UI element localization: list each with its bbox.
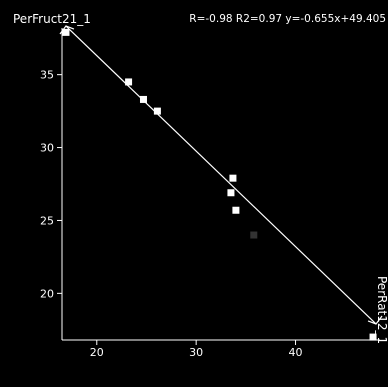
data-point — [232, 206, 240, 214]
data-point-highlighted — [250, 231, 258, 239]
axis-arrows — [59, 25, 383, 325]
y-tick-label: 25 — [40, 214, 54, 227]
y-tick-label: 35 — [40, 69, 54, 82]
y-tick-label: 20 — [40, 287, 54, 300]
arrowhead-start — [59, 25, 75, 35]
x-tick-label: 20 — [90, 346, 104, 359]
data-points — [62, 28, 377, 341]
data-point — [139, 95, 147, 103]
y-tick-label: 30 — [40, 142, 54, 155]
arrowhead-end — [367, 315, 383, 325]
data-point — [229, 174, 237, 182]
ticks: 20 25 30 35 20 30 40 — [40, 69, 303, 359]
x-tick-label: 40 — [289, 346, 303, 359]
x-tick-label: 30 — [189, 346, 203, 359]
x-axis-label: PerRat12_1 — [375, 276, 388, 344]
data-point — [369, 333, 377, 341]
regression-stats: R=-0.98 R2=0.97 y=-0.655x+49.405 — [189, 13, 386, 25]
data-point — [227, 189, 235, 197]
data-point — [153, 107, 161, 115]
regression-line — [65, 25, 377, 325]
axes — [61, 28, 380, 341]
data-point — [125, 78, 133, 86]
y-axis-label: PerFruct21_1 — [13, 12, 91, 26]
data-point — [62, 28, 70, 36]
